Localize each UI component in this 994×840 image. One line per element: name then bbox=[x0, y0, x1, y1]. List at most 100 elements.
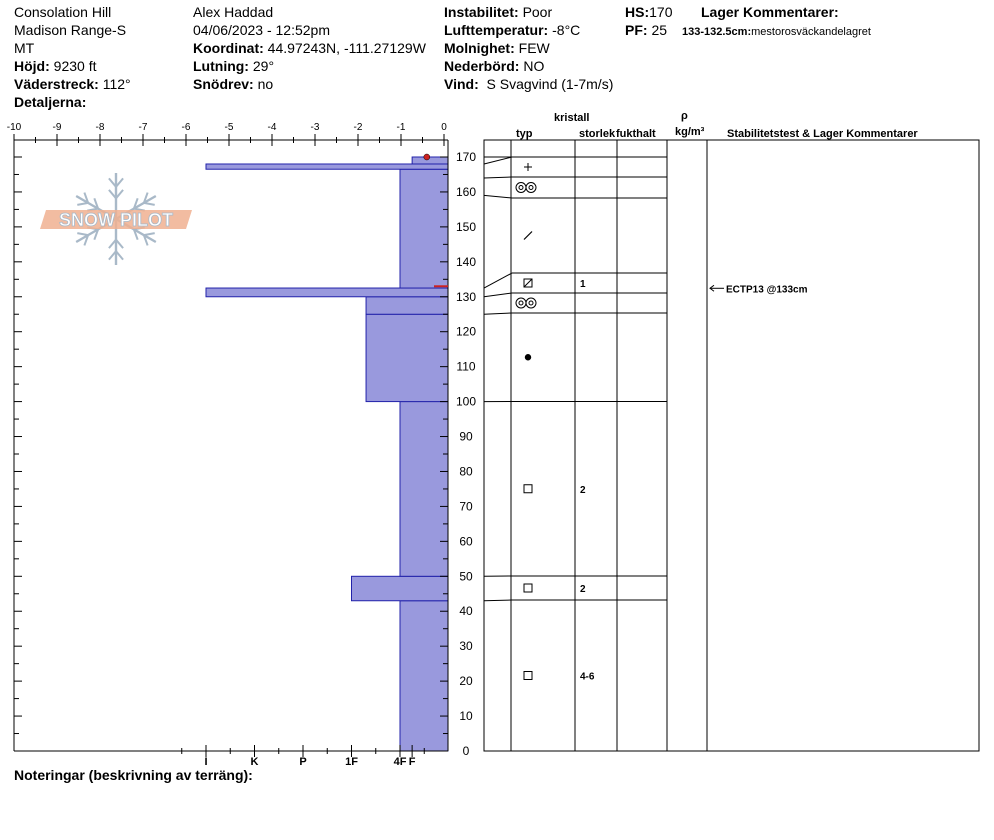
hardness-layer bbox=[399, 600, 449, 752]
height-tick-label: 50 bbox=[459, 569, 473, 583]
hs-label: HS: bbox=[625, 4, 650, 20]
grain-melt-form-inner-icon bbox=[528, 185, 534, 190]
aspect-label: Väderstreck: bbox=[14, 76, 99, 92]
hardness-tick-label: 4F bbox=[394, 756, 407, 768]
sky-label: Molnighet: bbox=[444, 40, 515, 56]
air-temp-value: -8°C bbox=[552, 22, 581, 38]
hardness-layer bbox=[205, 287, 449, 298]
layer-connector bbox=[483, 312, 513, 315]
grain-size-label: 1 bbox=[580, 279, 586, 290]
slope-value: 29° bbox=[252, 58, 275, 74]
hardness-tick-label: K bbox=[251, 756, 259, 768]
hardness-layer bbox=[411, 156, 449, 165]
precipitation: Nederbörd: NO bbox=[444, 58, 544, 74]
grain-melt-form-icon bbox=[515, 182, 527, 193]
height-tick-label: 110 bbox=[456, 360, 475, 374]
hardness-tick-label: I bbox=[204, 756, 207, 768]
grain-melt-form-icon bbox=[515, 297, 527, 309]
snowflake-branch bbox=[142, 192, 149, 204]
snowflake-branch bbox=[143, 201, 155, 206]
wind-loading-value: no bbox=[257, 76, 274, 92]
precip-value: NO bbox=[523, 58, 545, 74]
aspect-value: 112° bbox=[102, 76, 131, 92]
layer-connector bbox=[483, 272, 513, 289]
snowflake-branch bbox=[83, 192, 90, 204]
height-tick-label: 80 bbox=[459, 464, 473, 478]
crystal-header: kristall bbox=[554, 112, 590, 124]
grain-round-icon bbox=[524, 354, 532, 361]
snowflake-branch bbox=[108, 250, 117, 261]
temperature-tick-label: -10 bbox=[7, 122, 22, 133]
height-tick-label: 130 bbox=[456, 290, 476, 304]
grain-melt-form-inner-icon bbox=[528, 300, 534, 306]
hardness-tick-label: P bbox=[299, 756, 306, 768]
air-temperature: Lufttemperatur: -8°C bbox=[444, 22, 580, 38]
observation-datetime: 04/06/2023 - 12:52pm bbox=[193, 22, 330, 38]
layer-comments-label: Lager Kommentarer: bbox=[701, 4, 839, 20]
height-tick-label: 60 bbox=[459, 534, 473, 548]
height-tick-label: 20 bbox=[459, 674, 473, 688]
instability-label: Instabilitet: bbox=[444, 4, 519, 20]
density-unit-header: kg/m³ bbox=[675, 126, 705, 138]
coord-label: Koordinat: bbox=[193, 40, 264, 56]
notes-label: Noteringar (beskrivning av terräng): bbox=[14, 767, 253, 783]
height-tick-label: 30 bbox=[459, 639, 473, 653]
hs: HS:170 bbox=[625, 4, 672, 20]
snowflake-branch bbox=[132, 197, 139, 209]
coordinates: Koordinat: 44.97243N, -111.27129W bbox=[193, 40, 426, 56]
logo-banner bbox=[40, 210, 192, 229]
snowflake-branch bbox=[132, 229, 139, 241]
wind-loading: Snödrev: no bbox=[193, 76, 273, 92]
wind-label: Vind: bbox=[444, 76, 479, 92]
hardness-layer bbox=[399, 401, 449, 577]
snowflake-branch bbox=[115, 239, 124, 249]
layer-comment-range: 133-132.5cm: bbox=[682, 26, 752, 38]
temperature-tick-label: -6 bbox=[182, 122, 191, 133]
observer-name: Alex Haddad bbox=[193, 4, 274, 20]
stability-header: Stabilitetstest & Lager Kommentarer bbox=[727, 128, 918, 140]
snowflake-branch bbox=[143, 232, 155, 237]
range-name: Madison Range-S bbox=[14, 22, 127, 38]
layer-connector bbox=[483, 156, 513, 165]
snowflake-branch bbox=[108, 239, 117, 249]
temperature-point bbox=[423, 153, 431, 161]
temperature-tick-label: -4 bbox=[268, 122, 277, 133]
layer-connector bbox=[483, 176, 513, 179]
snowflake-branch bbox=[77, 232, 89, 237]
height-tick-label: 150 bbox=[456, 220, 476, 234]
state-name: MT bbox=[14, 40, 35, 56]
logo-text: SNOW PILOT bbox=[59, 210, 173, 230]
pf: PF: 25 bbox=[625, 22, 667, 38]
temperature-tick-label: -9 bbox=[53, 122, 62, 133]
precip-label: Nederbörd: bbox=[444, 58, 520, 74]
snowflake-branch bbox=[83, 234, 90, 246]
height-tick-label: 100 bbox=[456, 395, 476, 409]
grain-faceted-icon bbox=[523, 484, 533, 494]
details-label: Detaljerna: bbox=[14, 94, 87, 110]
snowflake-branch bbox=[115, 177, 124, 188]
height-tick-label: 0 bbox=[463, 744, 470, 758]
temperature-tick-label: -8 bbox=[96, 122, 105, 133]
wind: Vind: S Svagvind (1-7m/s) bbox=[444, 76, 613, 92]
snowflake-branch bbox=[77, 201, 89, 206]
hardness-layer bbox=[365, 313, 449, 403]
grain-melt-form-inner-icon bbox=[518, 300, 524, 306]
stability-test-arrowhead bbox=[709, 284, 715, 292]
elevation-label: Höjd: bbox=[14, 58, 50, 74]
height-tick-label: 10 bbox=[459, 709, 473, 723]
grain-size-label: 4-6 bbox=[580, 672, 595, 683]
grain-size-label: 2 bbox=[580, 584, 586, 595]
elevation-value: 9230 ft bbox=[53, 58, 97, 74]
temperature-tick-label: -2 bbox=[354, 122, 363, 133]
snowflake-branch bbox=[115, 250, 124, 261]
height-tick-label: 120 bbox=[456, 325, 476, 339]
temperature-tick-label: -1 bbox=[397, 122, 406, 133]
temperature-tick-label: -3 bbox=[311, 122, 320, 133]
snowflake-branch bbox=[108, 189, 117, 199]
hardness-tick-label: 1F bbox=[345, 756, 358, 768]
grain-melt-form-icon bbox=[525, 297, 537, 309]
wind-loading-label: Snödrev: bbox=[193, 76, 254, 92]
elevation: Höjd: 9230 ft bbox=[14, 58, 96, 74]
layer-comment-text: mestorosväckandelagret bbox=[751, 26, 871, 38]
